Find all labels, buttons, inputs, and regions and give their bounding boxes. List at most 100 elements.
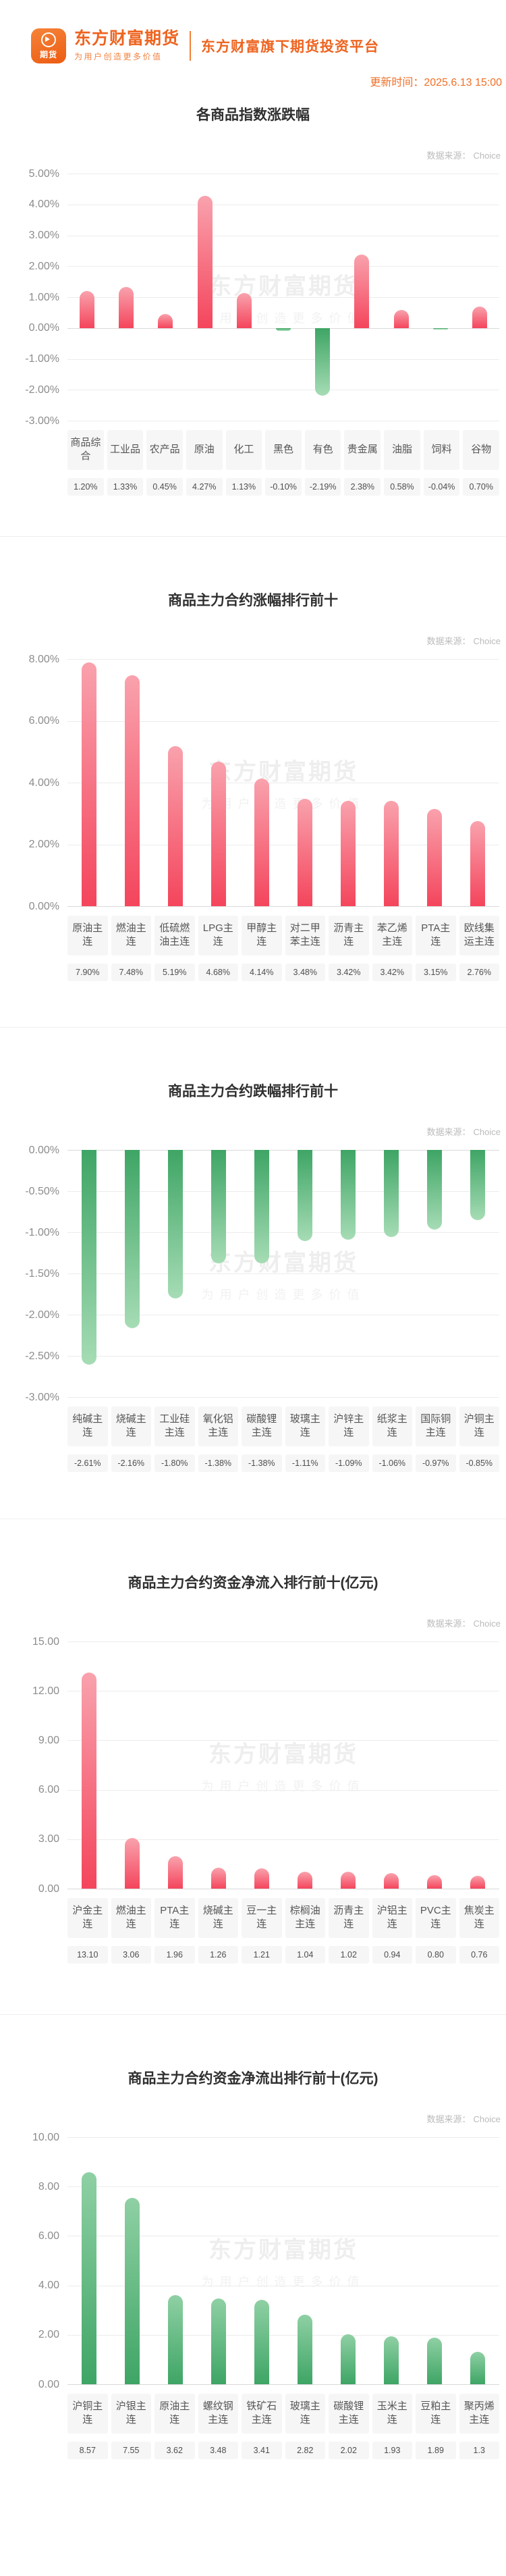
value-label: 3.62 [154, 2441, 195, 2459]
category-label: 玻璃主连 [285, 1407, 325, 1446]
update-time-label: 更新时间： [370, 77, 424, 88]
bar [427, 1150, 442, 1230]
value-label: -1.11% [285, 1454, 325, 1472]
bar [384, 800, 399, 906]
value-label: 4.27% [186, 477, 223, 496]
axis-tick-label: -3.00% [25, 415, 59, 427]
category-label: 燃油主连 [111, 1898, 151, 1938]
axis-tick-label: -3.00% [25, 1391, 59, 1403]
category-labels-row: 沪铜主连 沪银主连 原油主连 螺纹钢主连 铁矿石主连 玻璃主连 碳酸锂主连 玉米主连 豆粕主连聚… [67, 2394, 499, 2434]
data-source-label: 数据来源： [426, 2114, 471, 2124]
grid-line: 8.00% [29, 654, 499, 665]
value-label: 4.68% [198, 963, 238, 981]
value-label: 0.45% [146, 477, 183, 496]
value-label: -0.10% [265, 477, 302, 496]
value-label: -1.38% [242, 1454, 282, 1472]
data-source-label: 数据来源： [426, 636, 471, 646]
axis-tick-label: 0.00 [38, 2378, 59, 2390]
bar [211, 2298, 226, 2384]
category-label: 氧化铝主连 [198, 1407, 238, 1446]
value-label: 0.70% [463, 477, 500, 496]
axis-tick-label: -2.00% [25, 384, 59, 396]
category-label: 棕榈油主连 [285, 1898, 325, 1938]
category-label: 有色 [304, 430, 341, 470]
data-source-value: Choice [473, 151, 501, 161]
axis-tick-label: 0.00% [28, 322, 59, 334]
grid-line: 2.00% [29, 261, 499, 272]
chart-title: 商品主力合约跌幅排行前十 [168, 1084, 338, 1099]
axis-tick-label: 2.00% [28, 839, 59, 850]
value-label: 1.02 [329, 1945, 369, 1964]
data-source-line: 数据来源： Choice [0, 149, 506, 161]
category-label: 玻璃主连 [285, 2394, 325, 2434]
category-label: 工业品 [107, 430, 144, 470]
category-label: PTA主连 [416, 916, 456, 955]
category-label: 烧碱主连 [111, 1407, 151, 1446]
header: 期货 东方财富期货 为用户创造更多价值 东方财富旗下期货投资平台 [0, 0, 506, 63]
data-source-value: Choice [473, 636, 501, 646]
axis-tick-label: 6.00 [38, 2230, 59, 2242]
bar [125, 1838, 140, 1889]
category-label: 低硫燃油主连 [154, 916, 195, 955]
value-label: 1.20% [67, 477, 104, 496]
grid-line: 10.00 [32, 2132, 499, 2143]
axis-tick-label: 3.00% [28, 230, 59, 241]
grid-line: 0.00% [29, 1145, 499, 1156]
value-label: 1.21 [242, 1945, 282, 1964]
grid-line: 2.00 [38, 2329, 499, 2340]
axis-tick-label: 2.00% [28, 260, 59, 272]
bar [82, 2172, 96, 2384]
category-label: 商品综合 [67, 430, 104, 470]
data-source-line: 数据来源： Choice [0, 2112, 506, 2125]
category-label: 贵金属 [344, 430, 381, 470]
bar [341, 800, 356, 906]
axis-tick-label: 8.00 [38, 2180, 59, 2192]
value-label: 2.38% [344, 477, 381, 496]
bar [298, 2314, 312, 2384]
axis-tick-label: 0.00% [28, 900, 59, 912]
bar [125, 1150, 140, 1328]
grid-line: 6.00% [29, 715, 499, 727]
value-label: 1.04 [285, 1945, 325, 1964]
value-label: -0.85% [459, 1454, 499, 1472]
data-source-line: 数据来源： Choice [0, 634, 506, 647]
grid-line: -0.50% [25, 1186, 499, 1197]
value-label: 2.02 [329, 2441, 369, 2459]
axis-tick-label: 1.00% [28, 291, 59, 303]
category-label: 谷物 [463, 430, 500, 470]
logo-label: 期货 [39, 49, 57, 59]
category-labels-row: 商品综合 工业品 农产品 原油 化工 黑色 有色 贵金属 油脂 饲料 谷物 [67, 430, 500, 470]
value-label: 3.48 [198, 2441, 238, 2459]
bar [254, 1150, 269, 1264]
value-labels-row: 7.90% 7.48% 5.19% 4.68% 4.14% 3.48% 3.42% 3.42%… [67, 963, 499, 981]
bar [315, 327, 331, 396]
bar [470, 820, 485, 906]
bar [341, 2334, 356, 2384]
category-label: 玉米主连 [372, 2394, 412, 2434]
value-label: 7.55 [111, 2441, 151, 2459]
value-label: -2.61% [67, 1454, 108, 1472]
value-label: -1.09% [329, 1454, 369, 1472]
bar [211, 1868, 226, 1889]
value-labels-row: 8.57 7.55 3.62 3.48 3.41 2.82 2.02 1.93 1.89 1.3 [67, 2441, 499, 2459]
bar-chart: 东方财富期货 为用户创造更多价值 5.00% 4.00% 3.00% 2.00% 1.0… [25, 168, 499, 427]
value-labels-row: 13.10 3.06 1.96 1.26 1.21 1.04 1.02 0.94 0.80 0.7… [67, 1945, 499, 1964]
value-labels-row: -2.61% -2.16% -1.80% -1.38% -1.38% -1.11% -1.0… [67, 1454, 499, 1472]
value-label: 2.82 [285, 2441, 325, 2459]
category-label: 黑色 [265, 430, 302, 470]
axis-tick-label: 0.00% [28, 1144, 59, 1156]
bar [236, 293, 252, 328]
category-label: 国际铜主连 [416, 1407, 456, 1446]
category-label: 欧线集运主连 [459, 916, 499, 955]
category-label: 碳酸锂主连 [242, 1407, 282, 1446]
value-label: 0.76 [459, 1945, 499, 1964]
category-label: 工业硅主连 [154, 1407, 195, 1446]
axis-tick-label: 5.00% [28, 167, 59, 180]
bar-chart: 东方财富期货 为用户创造更多价值 15.00 12.00 9.00 6.00 3.00 0… [32, 1636, 499, 1895]
category-label: 沪铝主连 [372, 1898, 412, 1938]
brand-title: 东方财富期货 [74, 28, 180, 48]
bar [158, 314, 173, 328]
bar [298, 798, 312, 906]
chart-title: 各商品指数涨跌幅 [196, 107, 310, 123]
category-label: 纸浆主连 [372, 1407, 412, 1446]
